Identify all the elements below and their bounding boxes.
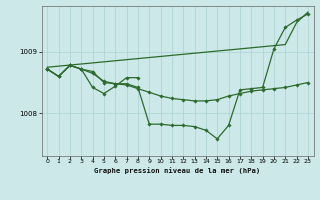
X-axis label: Graphe pression niveau de la mer (hPa): Graphe pression niveau de la mer (hPa) [94, 167, 261, 174]
